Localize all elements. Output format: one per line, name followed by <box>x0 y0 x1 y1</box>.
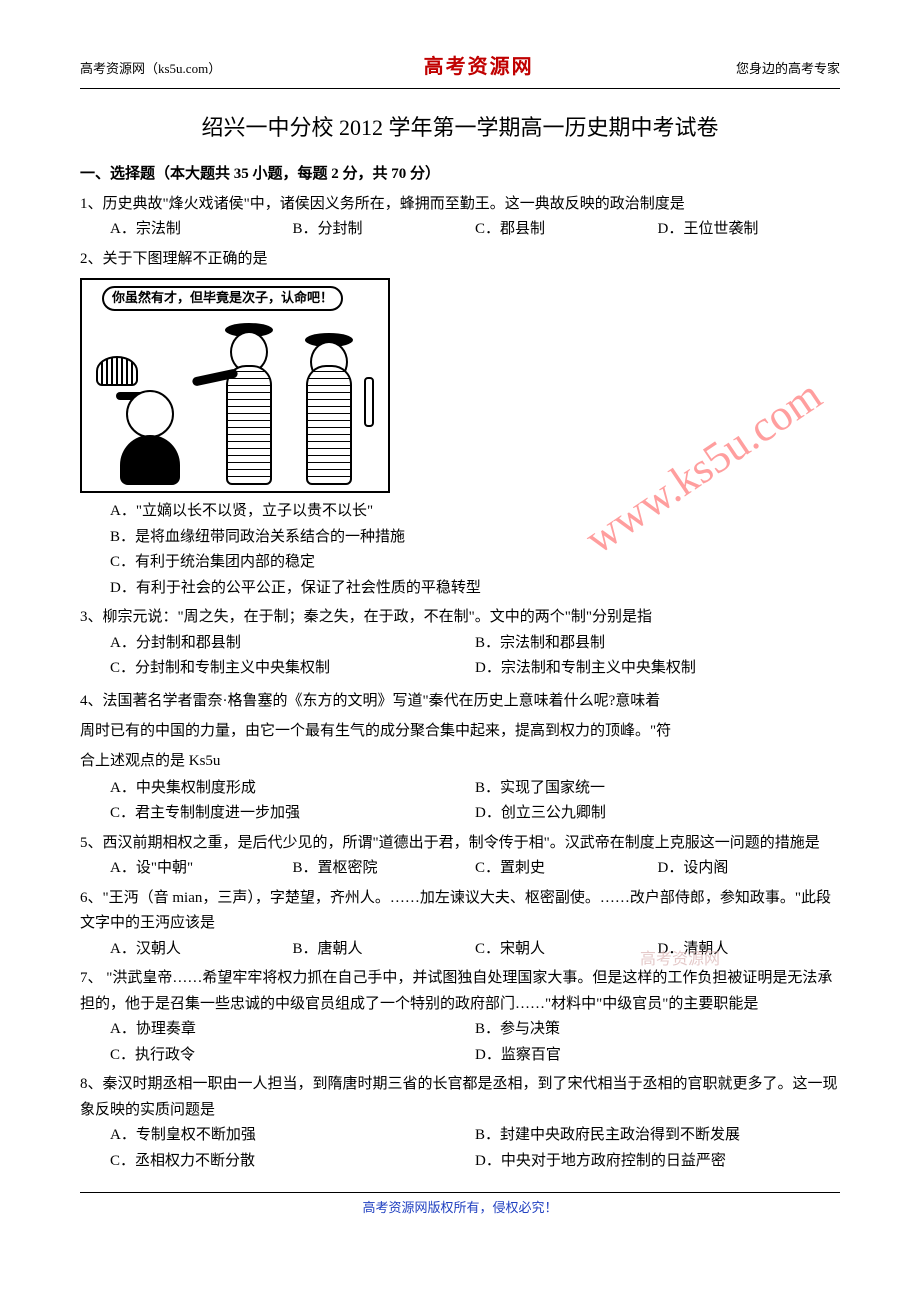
question-7: 7、 "洪武皇帝……希望牢牢将权力抓在自己手中，并试图独自处理国家大事。但是这样… <box>80 966 840 1068</box>
cartoon-kneeling-person-icon <box>112 390 192 485</box>
q1-text: 1、历史典故"烽火戏诸侯"中，诸侯因义务所在，蜂拥而至勤王。这一典故反映的政治制… <box>80 192 840 218</box>
question-6: 6、"王沔（音 mian，三声），字楚望，齐州人。……加左谏议大夫、枢密副使。…… <box>80 886 840 963</box>
page-header: 高考资源网（ks5u.com） 高考资源网 您身边的高考专家 <box>80 50 840 84</box>
q3-opt-b: B．宗法制和郡县制 <box>475 631 605 657</box>
question-1: 1、历史典故"烽火戏诸侯"中，诸侯因义务所在，蜂拥而至勤王。这一典故反映的政治制… <box>80 192 840 243</box>
q6-opt-a: A．汉朝人 <box>110 937 293 963</box>
q4-text-line1: 4、法国著名学者雷奈·格鲁塞的《东方的文明》写道"秦代在历史上意味着什么呢?意味… <box>80 686 840 716</box>
q2-cartoon: 你虽然有才，但毕竟是次子，认命吧！ <box>80 278 390 493</box>
q4-opt-c: C．君主专制制度进一步加强 <box>110 801 300 827</box>
q5-opt-d: D．设内阁 <box>658 856 841 882</box>
q1-opt-c: C．郡县制 <box>475 217 658 243</box>
footer-rule <box>80 1192 840 1193</box>
q8-opt-b: B．封建中央政府民主政治得到不断发展 <box>475 1123 740 1149</box>
q5-text: 5、西汉前期相权之重，是后代少见的，所谓"道德出于君，制令传于相"。汉武帝在制度… <box>80 831 840 857</box>
footer-copyright: 高考资源网版权所有，侵权必究！ <box>80 1197 840 1219</box>
q7-opt-c: C．执行政令 <box>110 1043 195 1069</box>
cartoon-standing-person-1-icon <box>212 295 292 485</box>
q2-opt-c: C．有利于统治集团内部的稳定 <box>80 550 840 576</box>
question-5: 5、西汉前期相权之重，是后代少见的，所谓"道德出于君，制令传于相"。汉武帝在制度… <box>80 831 840 882</box>
q5-opt-c: C．置刺史 <box>475 856 658 882</box>
q2-options: A．"立嫡以长不以贤，立子以贵不以长" B．是将血缘纽带同政治关系结合的一种措施… <box>80 499 840 601</box>
q3-text: 3、柳宗元说："周之失，在于制；秦之失，在于政，不在制"。文中的两个"制"分别是… <box>80 605 840 631</box>
q7-opt-a: A．协理奏章 <box>110 1017 196 1043</box>
q4-opt-a: A．中央集权制度形成 <box>110 776 256 802</box>
cartoon-standing-person-2-icon <box>292 305 372 485</box>
section-1-heading: 一、选择题（本大题共 35 小题，每题 2 分，共 70 分） <box>80 162 840 188</box>
question-4: 4、法国著名学者雷奈·格鲁塞的《东方的文明》写道"秦代在历史上意味着什么呢?意味… <box>80 686 840 827</box>
question-8: 8、秦汉时期丞相一职由一人担当，到隋唐时期三省的长官都是丞相，到了宋代相当于丞相… <box>80 1072 840 1174</box>
q8-options: A．专制皇权不断加强 C．丞相权力不断分散 B．封建中央政府民主政治得到不断发展… <box>80 1123 840 1174</box>
q8-opt-a: A．专制皇权不断加强 <box>110 1123 256 1149</box>
q2-text: 2、关于下图理解不正确的是 <box>80 247 840 273</box>
q5-opt-b: B．置枢密院 <box>293 856 476 882</box>
q1-options: A．宗法制 B．分封制 C．郡县制 D．王位世袭制 <box>80 217 840 243</box>
q2-opt-b: B．是将血缘纽带同政治关系结合的一种措施 <box>80 525 840 551</box>
q6-opt-c: C．宋朝人 <box>475 937 658 963</box>
q7-opt-b: B．参与决策 <box>475 1017 560 1043</box>
q1-opt-d: D．王位世袭制 <box>658 217 841 243</box>
q6-opt-b: B．唐朝人 <box>293 937 476 963</box>
header-center-logo: 高考资源网 <box>424 50 534 84</box>
q4-options: A．中央集权制度形成 C．君主专制制度进一步加强 B．实现了国家统一 D．创立三… <box>80 776 840 827</box>
q3-options: A．分封制和郡县制 C．分封制和专制主义中央集权制 B．宗法制和郡县制 D．宗法… <box>80 631 840 682</box>
q4-text-line2: 周时已有的中国的力量，由它一个最有生气的成分聚合集中起来，提高到权力的顶峰。"符 <box>80 716 840 746</box>
q8-opt-d: D．中央对于地方政府控制的日益严密 <box>475 1149 726 1175</box>
header-right: 您身边的高考专家 <box>736 58 840 80</box>
question-2: 2、关于下图理解不正确的是 你虽然有才，但毕竟是次子，认命吧！ A．"立嫡以长不… <box>80 247 840 602</box>
q3-opt-c: C．分封制和专制主义中央集权制 <box>110 656 330 682</box>
q4-opt-d: D．创立三公九卿制 <box>475 801 606 827</box>
q8-text: 8、秦汉时期丞相一职由一人担当，到隋唐时期三省的长官都是丞相，到了宋代相当于丞相… <box>80 1072 840 1123</box>
q1-opt-b: B．分封制 <box>293 217 476 243</box>
q7-opt-d: D．监察百官 <box>475 1043 561 1069</box>
q1-opt-a: A．宗法制 <box>110 217 293 243</box>
q3-opt-d: D．宗法制和专制主义中央集权制 <box>475 656 696 682</box>
exam-title: 绍兴一中分校 2012 学年第一学期高一历史期中考试卷 <box>80 109 840 146</box>
question-3: 3、柳宗元说："周之失，在于制；秦之失，在于政，不在制"。文中的两个"制"分别是… <box>80 605 840 682</box>
q8-opt-c: C．丞相权力不断分散 <box>110 1149 255 1175</box>
q2-opt-d: D．有利于社会的公平公正，保证了社会性质的平稳转型 <box>80 576 840 602</box>
q5-opt-a: A．设"中朝" <box>110 856 293 882</box>
q3-opt-a: A．分封制和郡县制 <box>110 631 241 657</box>
q6-opt-d: D．清朝人 <box>658 937 841 963</box>
header-rule <box>80 88 840 89</box>
q6-options: A．汉朝人 B．唐朝人 C．宋朝人 D．清朝人 <box>80 937 840 963</box>
q4-text-line3: 合上述观点的是 Ks5u <box>80 746 840 776</box>
q7-text: 7、 "洪武皇帝……希望牢牢将权力抓在自己手中，并试图独自处理国家大事。但是这样… <box>80 966 840 1017</box>
q4-opt-b: B．实现了国家统一 <box>475 776 605 802</box>
header-left: 高考资源网（ks5u.com） <box>80 58 221 80</box>
q6-text: 6、"王沔（音 mian，三声），字楚望，齐州人。……加左谏议大夫、枢密副使。…… <box>80 886 840 937</box>
q2-opt-a: A．"立嫡以长不以贤，立子以贵不以长" <box>80 499 840 525</box>
q7-options: A．协理奏章 C．执行政令 B．参与决策 D．监察百官 <box>80 1017 840 1068</box>
q5-options: A．设"中朝" B．置枢密院 C．置刺史 D．设内阁 <box>80 856 840 882</box>
